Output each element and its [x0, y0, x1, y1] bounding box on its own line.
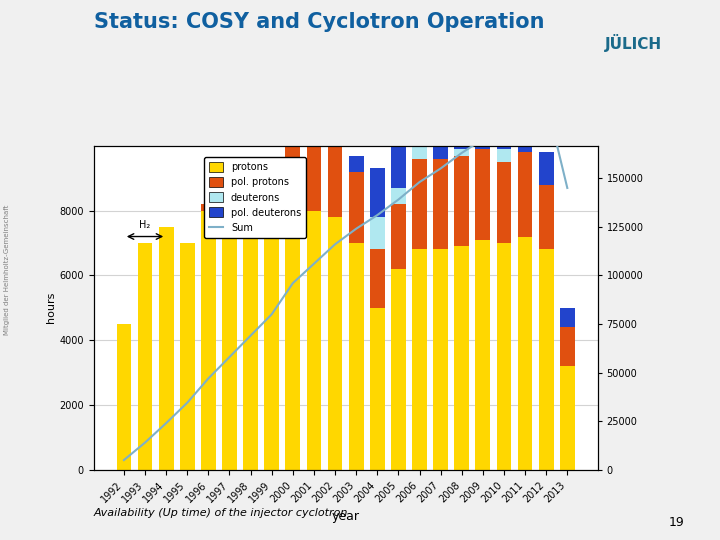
Bar: [243, 211, 258, 470]
Sum: [436, 165, 445, 172]
Bar: [497, 84, 511, 149]
Bar: [243, 201, 258, 211]
Bar: [518, 237, 533, 470]
Bar: [391, 204, 406, 269]
Sum: [415, 179, 424, 185]
Bar: [348, 156, 364, 172]
Sum: [563, 185, 572, 191]
Bar: [391, 269, 406, 470]
Bar: [307, 130, 321, 211]
Bar: [138, 243, 153, 470]
Bar: [117, 324, 131, 470]
Bar: [328, 136, 343, 217]
Bar: [433, 104, 448, 159]
Bar: [560, 327, 575, 366]
Bar: [412, 159, 427, 249]
Bar: [158, 227, 174, 470]
Bar: [518, 152, 533, 237]
Bar: [348, 243, 364, 470]
Sum: [479, 136, 487, 143]
Sum: [500, 123, 508, 129]
Bar: [222, 211, 237, 470]
X-axis label: year: year: [332, 510, 359, 523]
Bar: [370, 249, 384, 308]
Bar: [264, 198, 279, 211]
Sum: [521, 107, 529, 113]
Sum: [120, 457, 128, 463]
Bar: [475, 240, 490, 470]
Text: Availability (Up time) of the injector cyclotron: Availability (Up time) of the injector c…: [94, 508, 348, 518]
Bar: [539, 152, 554, 185]
Bar: [454, 97, 469, 149]
Sum: [267, 311, 276, 318]
Bar: [412, 249, 427, 470]
Bar: [560, 308, 575, 327]
Sum: [183, 400, 192, 406]
Line: Sum: Sum: [124, 100, 567, 460]
Bar: [328, 217, 343, 470]
Bar: [497, 243, 511, 470]
Sum: [225, 354, 234, 360]
Bar: [201, 211, 216, 470]
Bar: [475, 149, 490, 240]
Bar: [475, 94, 490, 149]
Bar: [391, 188, 406, 204]
Text: Status: COSY and Cyclotron Operation: Status: COSY and Cyclotron Operation: [94, 12, 544, 32]
Bar: [201, 204, 216, 211]
Bar: [180, 243, 194, 470]
Bar: [328, 113, 343, 136]
Bar: [497, 149, 511, 162]
Text: Mitglied der Helmholtz-Gemeinschaft: Mitglied der Helmholtz-Gemeinschaft: [4, 205, 10, 335]
Bar: [391, 139, 406, 188]
Bar: [560, 366, 575, 470]
Legend: protons, pol. protons, deuterons, pol. deuterons, Sum: protons, pol. protons, deuterons, pol. d…: [204, 157, 306, 238]
Sum: [246, 333, 255, 339]
Bar: [454, 156, 469, 246]
Sum: [457, 150, 466, 156]
Bar: [370, 308, 384, 470]
Text: 19: 19: [668, 516, 684, 529]
Bar: [433, 159, 448, 249]
Bar: [285, 211, 300, 470]
Sum: [204, 375, 212, 382]
Bar: [328, 87, 343, 113]
Bar: [348, 172, 364, 243]
Bar: [370, 168, 384, 217]
Sum: [373, 212, 382, 218]
Y-axis label: hours: hours: [47, 292, 56, 323]
Sum: [394, 197, 402, 203]
Sum: [330, 241, 339, 247]
Bar: [539, 185, 554, 249]
Bar: [497, 162, 511, 243]
Bar: [454, 149, 469, 156]
Bar: [307, 211, 321, 470]
Bar: [433, 249, 448, 470]
Bar: [539, 249, 554, 470]
Text: JÜLICH: JÜLICH: [605, 34, 662, 52]
Bar: [412, 136, 427, 159]
Sum: [310, 260, 318, 267]
Bar: [370, 217, 384, 249]
Bar: [264, 211, 279, 470]
Sum: [352, 226, 361, 232]
Bar: [518, 120, 533, 152]
Sum: [542, 97, 551, 104]
Bar: [222, 204, 237, 211]
Sum: [289, 280, 297, 286]
Sum: [140, 440, 149, 446]
Bar: [285, 120, 300, 211]
Bar: [454, 246, 469, 470]
Bar: [412, 87, 427, 136]
Sum: [162, 420, 171, 427]
Text: H₂: H₂: [140, 220, 150, 230]
